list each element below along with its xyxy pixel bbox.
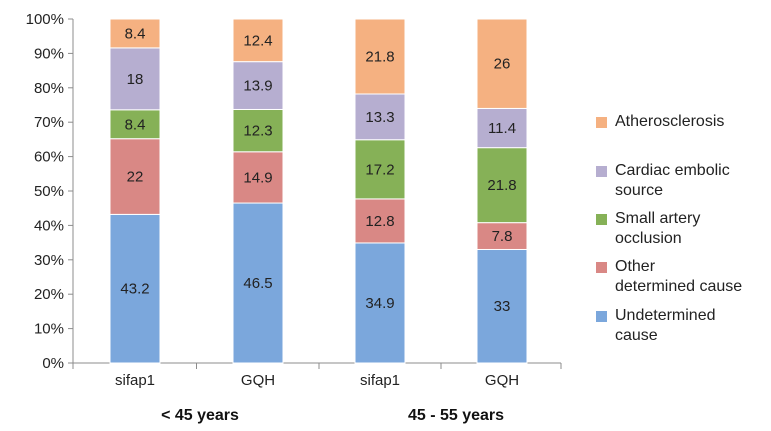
legend-label: Cardiac embolic source (615, 162, 730, 199)
bar-segment (109, 138, 161, 215)
data-label: 8.4 (125, 116, 146, 133)
bar-segment (476, 147, 528, 224)
data-label: 13.9 (243, 78, 272, 95)
bar-segment (354, 139, 406, 200)
chart-value-labels: 43.2 22 8.4 18 8.4 46.5 14.9 12.3 13.9 12.4 34.9 12… (120, 25, 516, 315)
x-tick-label: sifap1 (115, 372, 155, 389)
bar-segment (232, 202, 284, 364)
bar-segment (232, 108, 284, 153)
bar-segment (109, 47, 161, 111)
bar-segment (109, 18, 161, 49)
chart-bars (109, 18, 528, 364)
legend-swatch (596, 117, 607, 128)
data-label: 22 (127, 169, 144, 186)
chart-x-ticks: sifap1 GQH sifap1 GQH < 45 years 45 - 55 year… (115, 372, 519, 424)
bar-segment (232, 18, 284, 63)
legend-label: Small artery occlusion (615, 210, 701, 247)
data-label: 12.8 (365, 213, 394, 230)
y-tick-label: 80% (34, 80, 64, 97)
legend-swatch (596, 311, 607, 322)
bar-segment (476, 248, 528, 364)
y-tick-label: 10% (34, 321, 64, 338)
group-label: < 45 years (161, 407, 239, 424)
y-tick-label: 30% (34, 252, 64, 269)
bar-segment (232, 151, 284, 204)
data-label: 26 (494, 56, 511, 73)
data-label: 7.8 (492, 228, 513, 245)
bar-segment (109, 213, 161, 364)
legend-item: Small artery occlusion (596, 209, 770, 249)
y-tick-label: 70% (34, 114, 64, 131)
data-label: 8.4 (125, 25, 146, 42)
legend-swatch (596, 214, 607, 225)
data-label: 12.4 (243, 32, 272, 49)
legend-swatch (596, 166, 607, 177)
data-label: 21.8 (365, 48, 394, 65)
y-tick-label: 50% (34, 183, 64, 200)
bar-segment (109, 109, 161, 140)
legend-label: Other determined cause (615, 258, 743, 295)
data-label: 21.8 (487, 177, 516, 194)
legend-item: Atherosclerosis (596, 112, 770, 132)
data-label: 17.2 (365, 161, 394, 178)
data-label: 14.9 (243, 169, 272, 186)
y-tick-label: 40% (34, 217, 64, 234)
legend-label: Atherosclerosis (615, 113, 725, 130)
y-tick-label: 20% (34, 286, 64, 303)
data-label: 46.5 (243, 275, 272, 292)
data-label: 34.9 (365, 295, 394, 312)
y-tick-label: 0% (42, 355, 64, 372)
data-label: 11.4 (488, 120, 516, 137)
legend-swatch (596, 262, 607, 273)
bar-segment (232, 61, 284, 110)
bar-segment (476, 107, 528, 149)
x-tick-label: GQH (485, 372, 519, 389)
legend-item: Undetermined cause (596, 306, 770, 346)
bar-segment (354, 18, 406, 95)
y-tick-label: 60% (34, 149, 64, 166)
y-tick-label: 100% (26, 11, 64, 28)
x-tick-label: sifap1 (360, 372, 400, 389)
legend-label: Undetermined cause (615, 307, 716, 344)
legend-item: Other determined cause (596, 257, 770, 297)
data-label: 13.3 (365, 109, 394, 126)
bar-segment (476, 18, 528, 109)
group-label: 45 - 55 years (408, 407, 504, 424)
x-tick-label: GQH (241, 372, 275, 389)
data-label: 18 (127, 71, 144, 88)
bar-segment (354, 198, 406, 244)
data-label: 43.2 (120, 281, 149, 298)
data-label: 33 (494, 298, 511, 315)
legend-item: Cardiac embolic source (596, 161, 770, 201)
data-label: 12.3 (243, 123, 272, 140)
y-tick-label: 90% (34, 45, 64, 62)
bar-segment (354, 93, 406, 141)
chart-axes: 0% 10% 20% 30% 40% 50% 60% 70% 80% 90% 100% (26, 11, 562, 372)
